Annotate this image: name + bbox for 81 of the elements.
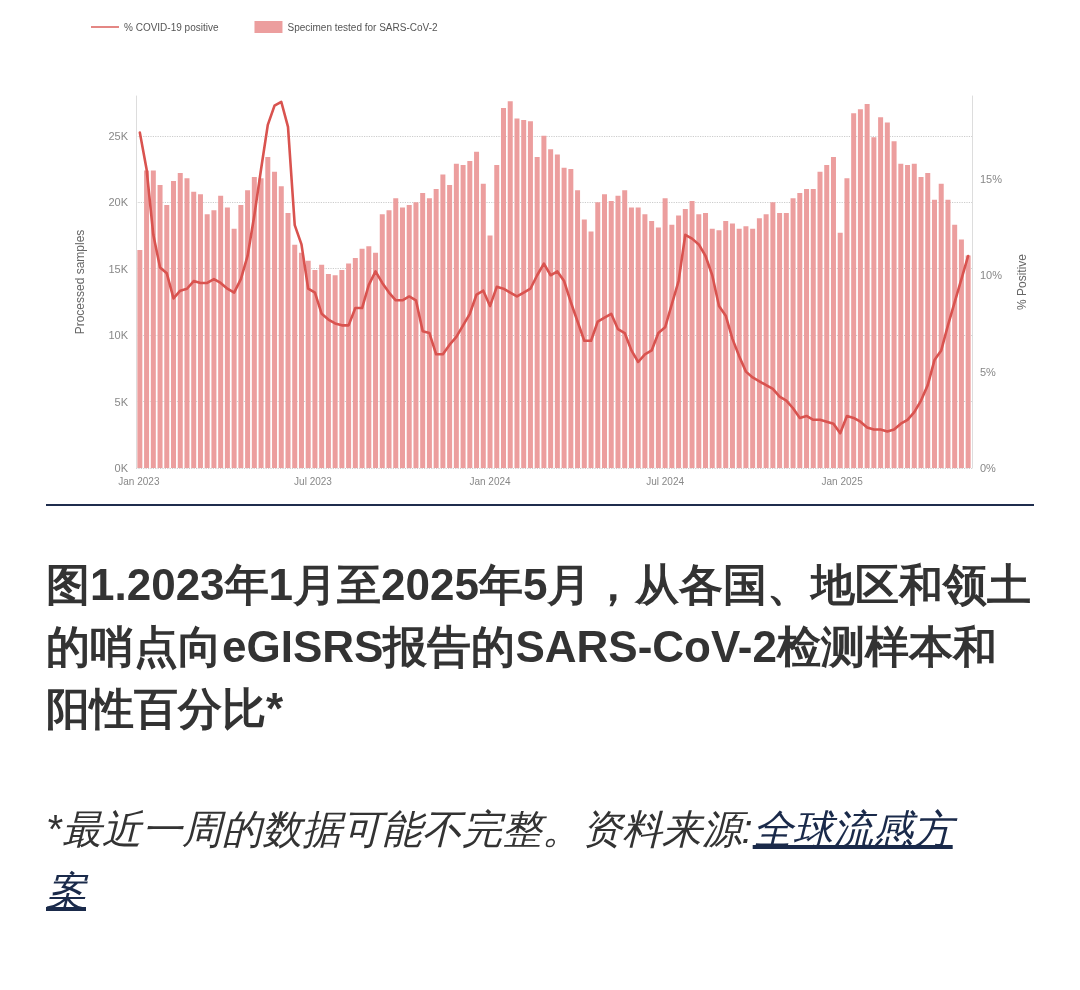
bar: [857, 109, 863, 468]
bar: [851, 113, 857, 468]
bar: [756, 218, 762, 468]
y-tick-label: 10K: [108, 329, 129, 342]
bar: [602, 194, 608, 468]
y2-tick-label: 0%: [980, 462, 997, 474]
bar: [723, 220, 729, 468]
bar: [911, 163, 917, 468]
y-tick-label: 5K: [114, 395, 129, 408]
bar: [575, 190, 581, 468]
legend-label: Specimen tested for SARS-CoV-2: [287, 21, 438, 33]
y-axis-title: Processed samples: [73, 229, 87, 335]
bar: [352, 258, 358, 468]
bar: [878, 117, 884, 468]
bar: [150, 170, 156, 468]
bar: [783, 212, 789, 468]
bar: [171, 181, 177, 468]
bar: [810, 189, 816, 468]
x-tick-label: Jul 2023: [294, 475, 333, 487]
bar: [703, 212, 709, 468]
bar: [137, 250, 143, 468]
bar: [622, 190, 628, 468]
bar: [426, 198, 432, 468]
bar: [682, 208, 688, 468]
bar: [628, 207, 634, 468]
bar: [474, 151, 480, 468]
bar: [325, 274, 331, 468]
y2-tick-label: 15%: [980, 172, 1003, 185]
bar: [804, 189, 810, 468]
bar: [554, 154, 560, 468]
bar: [931, 199, 937, 468]
bar: [655, 227, 661, 468]
bar: [676, 215, 682, 468]
bar: [952, 224, 958, 468]
bar: [527, 121, 533, 468]
bar: [373, 252, 379, 468]
x-tick-label: Jan 2025: [821, 475, 864, 487]
bar: [191, 191, 197, 468]
bar: [224, 207, 230, 468]
bar: [447, 185, 453, 468]
y2-axis-title: % Positive: [1015, 253, 1029, 311]
bar: [272, 171, 278, 468]
line-series: [138, 100, 970, 435]
x-tick-label: Jan 2024: [469, 475, 512, 487]
bar: [218, 195, 224, 468]
bar: [500, 107, 506, 468]
bar: [905, 165, 911, 468]
bar: [729, 223, 735, 468]
bar: [298, 252, 304, 468]
bar: [884, 122, 890, 468]
x-tick-label: Jan 2023: [118, 475, 160, 487]
y2-tick-label: 10%: [980, 269, 1003, 282]
bar: [777, 212, 783, 468]
bar: [750, 228, 756, 468]
bar: [521, 119, 527, 468]
bar: [251, 177, 257, 468]
y-tick-label: 15K: [108, 262, 129, 275]
bar: [319, 264, 325, 468]
bar: [144, 170, 150, 468]
y-tick-label: 0K: [114, 462, 129, 474]
bar: [197, 194, 203, 468]
bar: [649, 220, 655, 468]
bar: [965, 255, 971, 468]
bar: [830, 157, 836, 468]
bar: [346, 263, 352, 468]
bar: [958, 239, 964, 468]
x-tick-label: Jul 2024: [646, 475, 685, 487]
bar: [581, 219, 587, 468]
bar: [278, 186, 284, 468]
bar: [480, 183, 486, 468]
bar: [379, 214, 385, 468]
legend-label: % COVID-19 positive: [124, 21, 219, 33]
bar: [453, 163, 459, 468]
bar: [420, 192, 426, 468]
bar: [399, 207, 405, 468]
bar: [548, 149, 554, 468]
bar: [245, 190, 251, 468]
y-tick-label: 25K: [108, 129, 129, 142]
y-tick-label: 20K: [108, 196, 129, 209]
text: 图1.2023年1月至2025年5月，从各国、地区和领土的哨点向eGISRS报告的SARS-CoV-2检测样本和阳性百分比*: [46, 559, 1032, 735]
y2-tick-label: 5%: [980, 365, 997, 378]
